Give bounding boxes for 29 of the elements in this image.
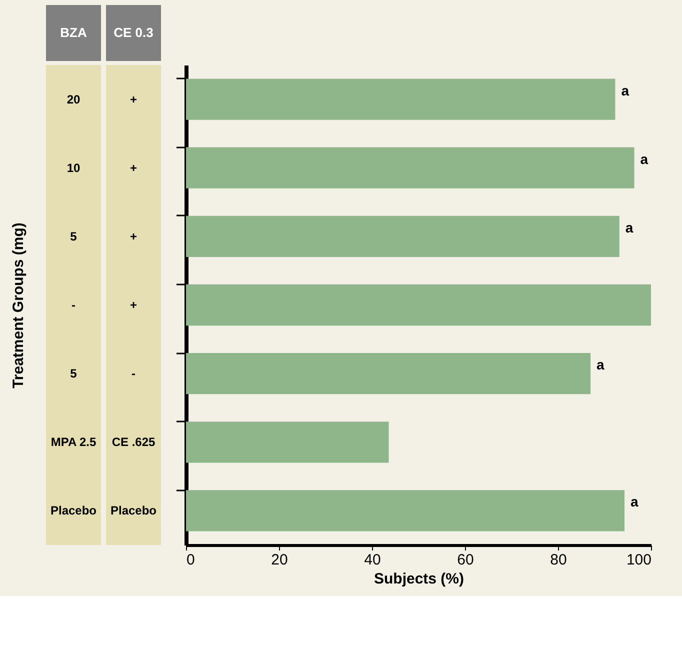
x-tick-label: 100	[626, 552, 652, 568]
x-tick-label: 40	[364, 552, 381, 568]
y-tick-label: 10	[66, 160, 80, 175]
y-tick-label: 5	[70, 229, 78, 244]
y2-tick-label: +	[130, 298, 138, 312]
x-tick-label: 20	[271, 552, 288, 568]
data-label: a	[596, 356, 605, 373]
text: BZA	[60, 25, 88, 40]
data-label: a	[640, 150, 648, 167]
y-tick-label: 20	[66, 92, 80, 106]
y-tick-label: MPA 2.5	[50, 435, 96, 450]
y2-tick-label: +	[130, 229, 138, 244]
x-tick-label: 60	[457, 552, 474, 568]
data-label: a	[630, 494, 638, 510]
y2-tick-label: +	[130, 92, 138, 106]
x-tick-label: 80	[550, 552, 567, 568]
y-tick-label: Placebo	[50, 504, 97, 518]
data-label: a	[625, 219, 634, 236]
y-axis-title: Treatment Groups (mg)	[10, 222, 27, 388]
x-tick-label: 0	[186, 552, 195, 568]
data-label: a	[621, 82, 630, 98]
y-tick-label: 5	[70, 366, 78, 381]
y2-tick-label: +	[130, 160, 138, 175]
x-axis-title: Subjects (%)	[374, 570, 464, 588]
y2-tick-label: Placebo	[110, 504, 157, 518]
y2-tick-label: CE .625	[112, 435, 156, 450]
text: CE 0.3	[114, 25, 154, 40]
y2-tick-label: -	[132, 366, 136, 381]
y-tick-label: -	[72, 298, 76, 312]
